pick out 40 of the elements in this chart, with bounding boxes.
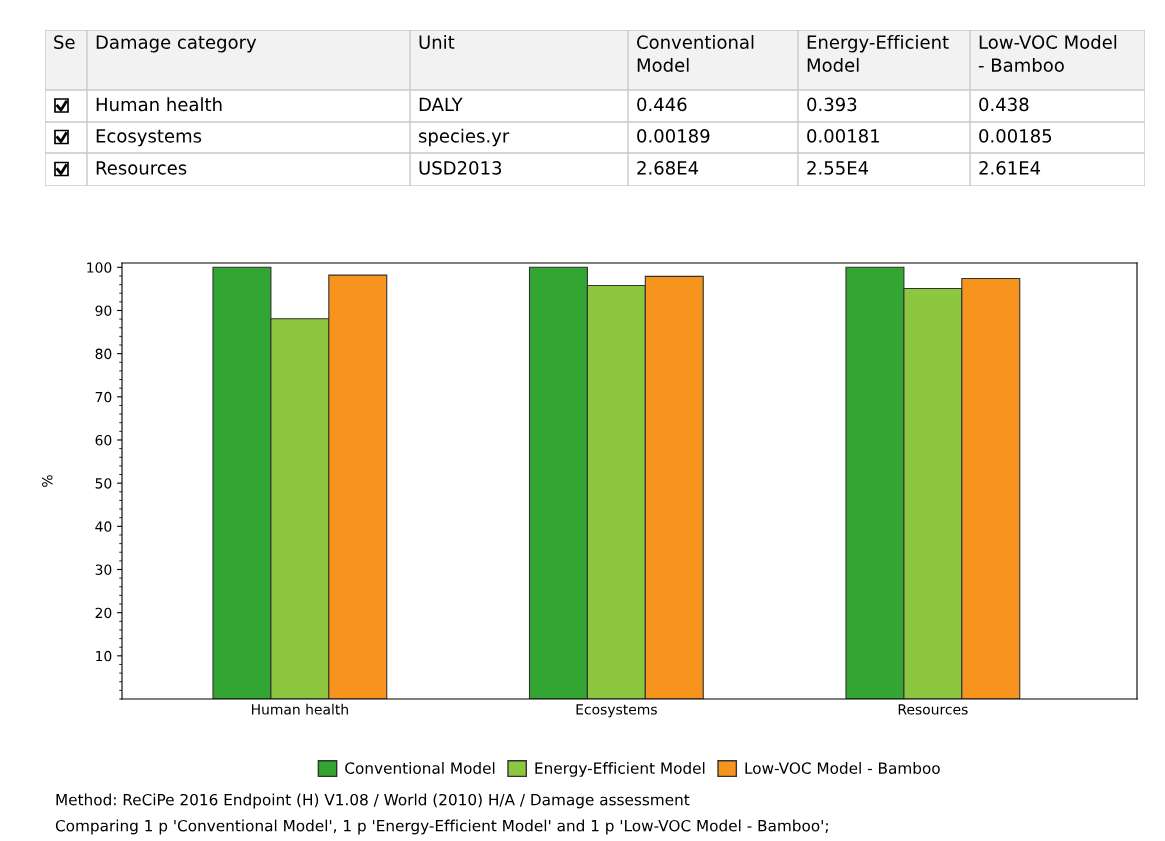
y-tick-label: 100: [87, 262, 112, 273]
text: 0.00181: [807, 129, 879, 143]
y-tick-label: 80: [95, 348, 112, 360]
category-label: Conventional Model: [637, 35, 754, 72]
x-tick-label: Ecosystems: [576, 704, 657, 718]
text: Comparing 1 p 'Conventional Model', 1 p 'Energy-Efficient Model' and 1 p 'Low-VOC Model - Bamboo';: [55, 819, 828, 835]
y-tick-label: 10: [96, 650, 112, 662]
text: 0.00189: [637, 129, 710, 143]
text: 0.00185: [979, 129, 1052, 143]
y-tick-label: 50: [95, 478, 112, 489]
text: Human health: [96, 97, 222, 112]
legend-label: Energy-Efficient Model: [535, 762, 705, 777]
y-tick-label: 20: [95, 607, 112, 619]
text: 2.55E4: [807, 161, 869, 175]
y-tick-label: 30: [95, 564, 112, 575]
legend-label: Low-VOC Model - Bamboo: [745, 762, 940, 774]
text: 2.61E4: [979, 161, 1041, 175]
text: 0.446: [637, 97, 687, 112]
text: Resources: [96, 161, 187, 175]
text: USD2013: [419, 161, 502, 175]
y-tick-label: 90: [95, 305, 112, 316]
y-tick-label: 70: [95, 391, 112, 403]
category-label: Energy-Efficient Model: [807, 35, 949, 72]
text: Method: ReCiPe 2016 Endpoint (H) V1.08 / World (2010) H/A / Damage assessment: [56, 793, 690, 809]
y-tick-label: 60: [95, 434, 112, 446]
category-label: Unit: [419, 35, 455, 49]
y-tick-label: 40: [95, 521, 112, 532]
text: DALY: [419, 97, 463, 111]
text: Ecosystems: [96, 129, 202, 147]
category-label: Low-VOC Model - Bamboo: [978, 35, 1117, 72]
category-label: Se: [54, 35, 75, 49]
y-axis-title: %: [42, 475, 53, 487]
text: 0.393: [807, 97, 857, 112]
x-tick-label: Human health: [252, 703, 348, 715]
text: 2.68E4: [637, 161, 699, 175]
legend-label: Conventional Model: [345, 762, 495, 774]
category-label: Damage category: [96, 35, 257, 53]
text: 0.438: [979, 97, 1029, 112]
text: species.yr: [418, 128, 510, 147]
x-tick-label: Resources: [898, 704, 968, 715]
